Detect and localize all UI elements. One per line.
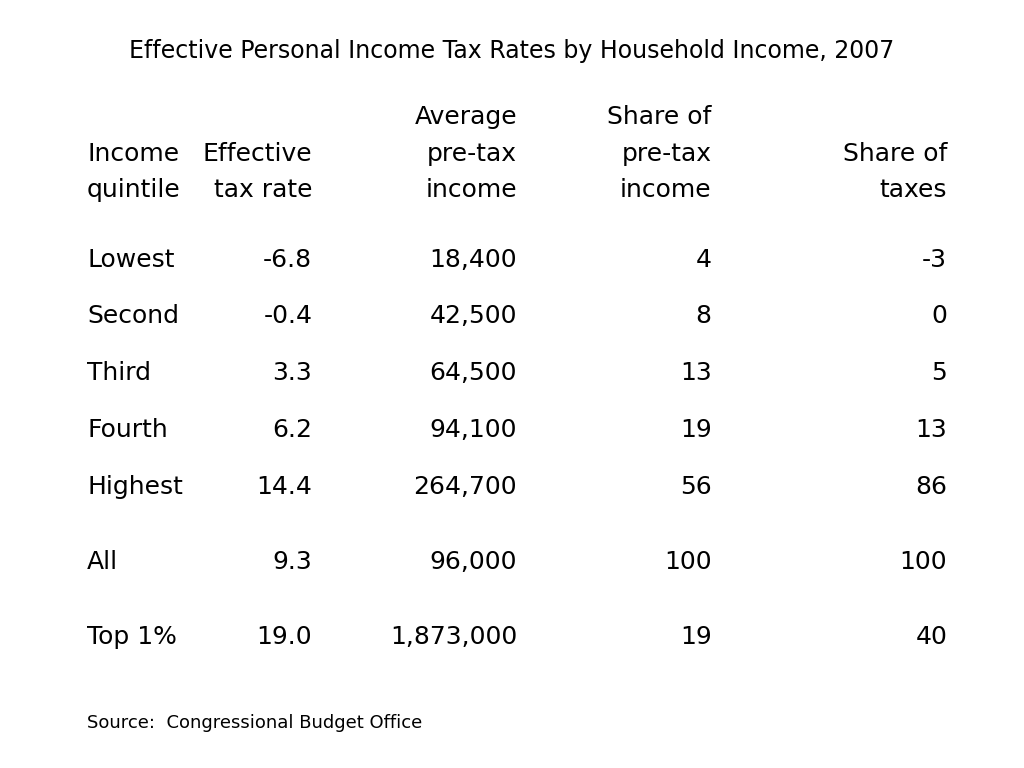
Text: 9.3: 9.3 — [272, 550, 312, 574]
Text: 19.0: 19.0 — [257, 625, 312, 650]
Text: Effective: Effective — [203, 141, 312, 166]
Text: 13: 13 — [915, 418, 947, 442]
Text: 14.4: 14.4 — [256, 475, 312, 499]
Text: 19: 19 — [680, 625, 712, 650]
Text: -0.4: -0.4 — [263, 304, 312, 329]
Text: 56: 56 — [680, 475, 712, 499]
Text: Share of: Share of — [607, 104, 712, 129]
Text: 1,873,000: 1,873,000 — [390, 625, 517, 650]
Text: Highest: Highest — [87, 475, 183, 499]
Text: Average: Average — [415, 104, 517, 129]
Text: 96,000: 96,000 — [430, 550, 517, 574]
Text: quintile: quintile — [87, 178, 181, 203]
Text: income: income — [426, 178, 517, 203]
Text: 4: 4 — [695, 247, 712, 272]
Text: Share of: Share of — [843, 141, 947, 166]
Text: 100: 100 — [664, 550, 712, 574]
Text: Top 1%: Top 1% — [87, 625, 177, 650]
Text: 8: 8 — [695, 304, 712, 329]
Text: 64,500: 64,500 — [430, 361, 517, 386]
Text: 40: 40 — [915, 625, 947, 650]
Text: -6.8: -6.8 — [263, 247, 312, 272]
Text: Effective Personal Income Tax Rates by Household Income, 2007: Effective Personal Income Tax Rates by H… — [129, 38, 895, 63]
Text: -3: -3 — [923, 247, 947, 272]
Text: 6.2: 6.2 — [272, 418, 312, 442]
Text: Lowest: Lowest — [87, 247, 174, 272]
Text: pre-tax: pre-tax — [622, 141, 712, 166]
Text: Source:  Congressional Budget Office: Source: Congressional Budget Office — [87, 714, 422, 733]
Text: taxes: taxes — [880, 178, 947, 203]
Text: Fourth: Fourth — [87, 418, 168, 442]
Text: tax rate: tax rate — [214, 178, 312, 203]
Text: 3.3: 3.3 — [272, 361, 312, 386]
Text: 18,400: 18,400 — [429, 247, 517, 272]
Text: 86: 86 — [915, 475, 947, 499]
Text: 42,500: 42,500 — [430, 304, 517, 329]
Text: 19: 19 — [680, 418, 712, 442]
Text: pre-tax: pre-tax — [427, 141, 517, 166]
Text: income: income — [621, 178, 712, 203]
Text: 100: 100 — [899, 550, 947, 574]
Text: Second: Second — [87, 304, 179, 329]
Text: All: All — [87, 550, 118, 574]
Text: 13: 13 — [680, 361, 712, 386]
Text: 264,700: 264,700 — [414, 475, 517, 499]
Text: Third: Third — [87, 361, 152, 386]
Text: Income: Income — [87, 141, 179, 166]
Text: 94,100: 94,100 — [430, 418, 517, 442]
Text: 5: 5 — [932, 361, 947, 386]
Text: 0: 0 — [931, 304, 947, 329]
